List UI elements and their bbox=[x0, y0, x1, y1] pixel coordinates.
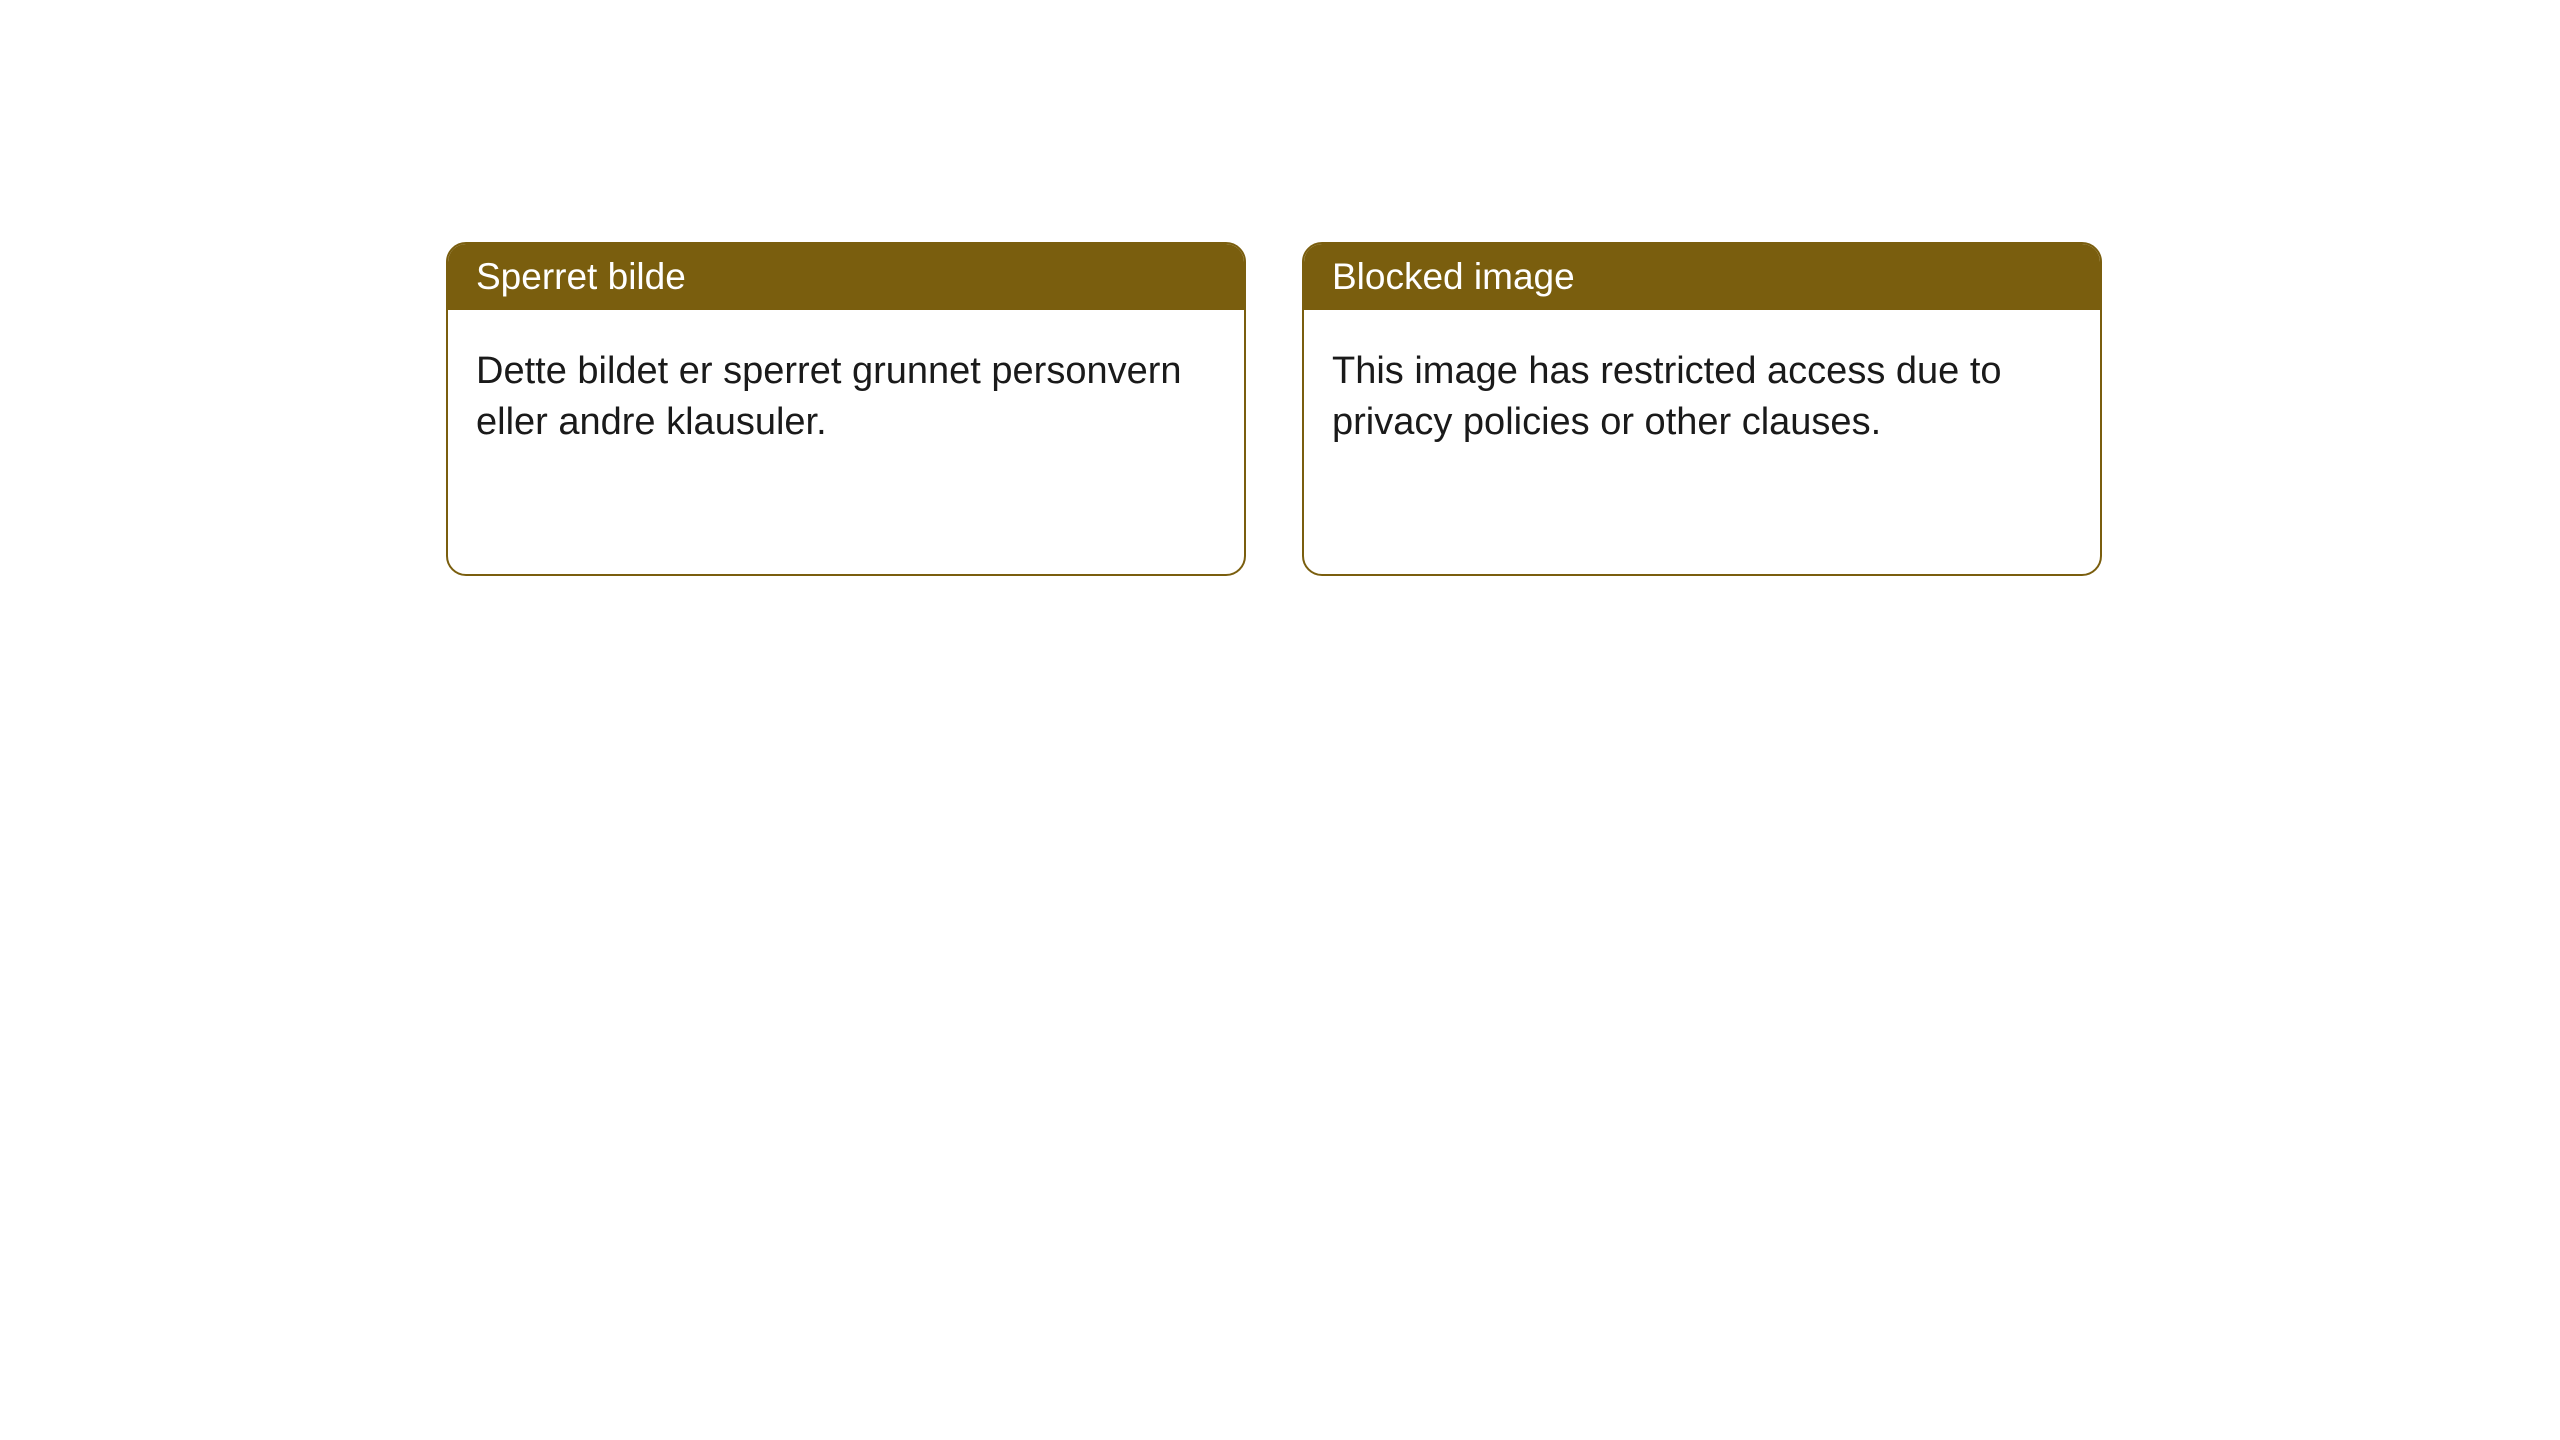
card-header-en: Blocked image bbox=[1304, 244, 2100, 310]
blocked-image-card-en: Blocked image This image has restricted … bbox=[1302, 242, 2102, 576]
card-header-no: Sperret bilde bbox=[448, 244, 1244, 310]
card-body-no: Dette bildet er sperret grunnet personve… bbox=[448, 310, 1244, 485]
card-body-en: This image has restricted access due to … bbox=[1304, 310, 2100, 485]
notice-container: Sperret bilde Dette bildet er sperret gr… bbox=[0, 0, 2560, 576]
blocked-image-card-no: Sperret bilde Dette bildet er sperret gr… bbox=[446, 242, 1246, 576]
